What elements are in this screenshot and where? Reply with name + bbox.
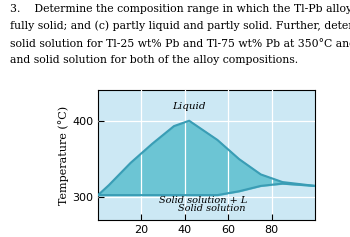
Y-axis label: Temperature (°C): Temperature (°C) bbox=[58, 106, 69, 205]
Text: Solid solution + L: Solid solution + L bbox=[159, 196, 247, 205]
Text: 3.    Determine the composition range in which the Tl-Pb alloy at 350°C is (a) f: 3. Determine the composition range in wh… bbox=[10, 4, 350, 14]
Text: solid solution for Tl-25 wt% Pb and Tl-75 wt% Pb at 350°C and also the wt% Pb in: solid solution for Tl-25 wt% Pb and Tl-7… bbox=[10, 38, 350, 49]
Text: Liquid: Liquid bbox=[173, 102, 206, 111]
Text: Solid solution: Solid solution bbox=[178, 204, 246, 213]
Text: and solid solution for both of the alloy compositions.: and solid solution for both of the alloy… bbox=[10, 55, 299, 65]
Text: fully solid; and (c) partly liquid and partly solid. Further, determine the amou: fully solid; and (c) partly liquid and p… bbox=[10, 21, 350, 32]
